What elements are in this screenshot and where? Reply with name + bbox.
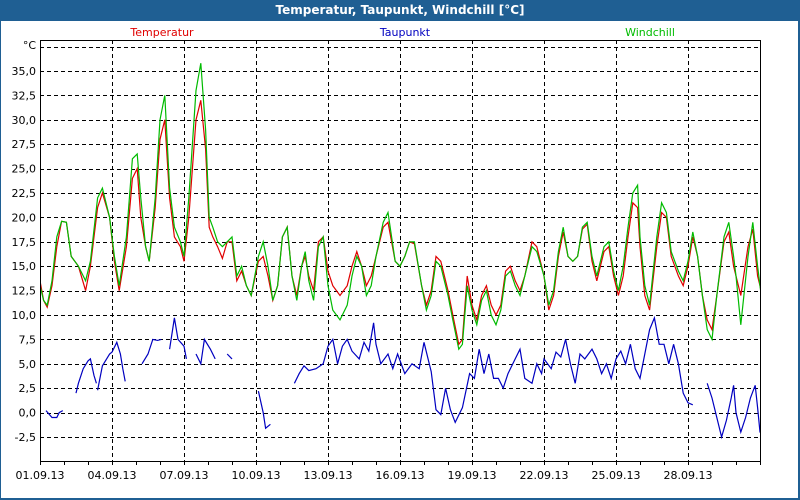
y-tick-label: -2,5 — [15, 431, 36, 444]
series-taupunkt-line — [195, 337, 216, 366]
x-tick-label: 10.09.13 — [232, 469, 281, 482]
window-title: Temperatur, Taupunkt, Windchill [°C] — [0, 0, 800, 21]
y-tick-label: 32,5 — [12, 89, 37, 102]
series-taupunkt-line — [75, 357, 97, 394]
legend: Temperatur Taupunkt Windchill — [129, 26, 675, 39]
series-taupunkt-line — [45, 410, 64, 419]
y-tick-label: 7,5 — [19, 333, 37, 346]
y-tick-label: 20,0 — [12, 211, 37, 224]
y-tick-label: 27,5 — [12, 138, 37, 151]
y-tick-label: 15,0 — [12, 260, 37, 273]
y-tick-label: 0,0 — [19, 407, 37, 420]
x-tick-label: 04.09.13 — [88, 469, 137, 482]
y-tick-label: 35,0 — [12, 65, 37, 78]
x-tick-label: 13.09.13 — [304, 469, 353, 482]
x-tick-label: 22.09.13 — [520, 469, 569, 482]
chart-panel — [1, 21, 798, 498]
legend-temperatur: Temperatur — [129, 26, 194, 39]
grid-lines — [40, 40, 760, 461]
series-taupunkt-line — [772, 398, 784, 416]
y-tick-label: 30,0 — [12, 114, 37, 127]
axis-labels: -2,5 0,0 2,5 5,0 7,5 10,0 12,5 15,0 17,5 20,0 22,5… — [12, 39, 713, 482]
series-taupunkt-line — [169, 317, 187, 360]
series-taupunkt-line — [293, 315, 694, 424]
y-tick-label: 25,0 — [12, 163, 37, 176]
series-taupunkt-line — [706, 383, 760, 440]
y-tick-label: 5,0 — [19, 358, 37, 371]
x-tick-label: 19.09.13 — [448, 469, 497, 482]
legend-windchill: Windchill — [625, 26, 675, 39]
series-taupunkt-line — [97, 340, 126, 391]
y-tick-label: 2,5 — [19, 382, 37, 395]
series-taupunkt-line — [226, 353, 233, 360]
y-unit-label: °C — [23, 39, 37, 52]
x-tick-label: 25.09.13 — [592, 469, 641, 482]
series-windchill-line — [40, 63, 760, 351]
series-lines — [40, 63, 784, 440]
x-tick-label: 07.09.13 — [160, 469, 209, 482]
series-taupunkt-line — [141, 338, 162, 365]
axes — [40, 40, 761, 465]
y-tick-label: 22,5 — [12, 187, 37, 200]
y-tick-label: 12,5 — [12, 285, 37, 298]
x-tick-label: 01.09.13 — [16, 469, 65, 482]
y-tick-label: 17,5 — [12, 236, 37, 249]
y-tick-label: 10,0 — [12, 309, 37, 322]
legend-taupunkt: Taupunkt — [379, 26, 431, 39]
x-tick-label: 16.09.13 — [376, 469, 425, 482]
x-tick-label: 28.09.13 — [664, 469, 713, 482]
series-taupunkt-line — [257, 390, 271, 430]
